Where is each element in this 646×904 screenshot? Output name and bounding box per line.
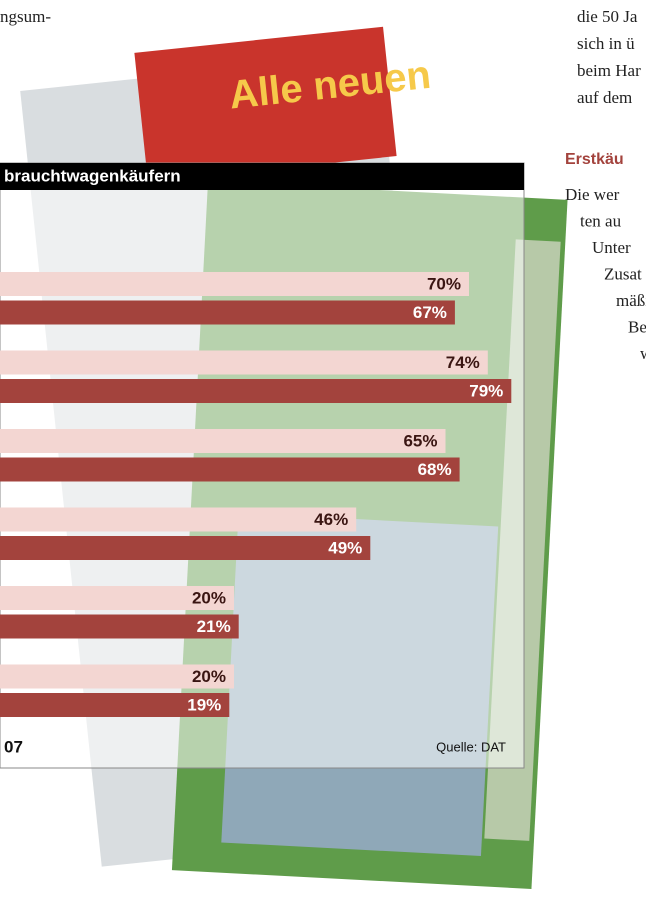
cover-red xyxy=(134,26,397,183)
value-label: 79% xyxy=(469,381,503,400)
chart-title: brauchtwagenkäufern xyxy=(4,166,181,185)
value-label: 74% xyxy=(446,353,480,372)
body-text: ngsum- xyxy=(0,7,51,26)
body-text: die 50 Ja xyxy=(577,7,638,26)
bar xyxy=(0,272,469,296)
bar xyxy=(0,693,230,717)
bar xyxy=(0,614,239,639)
chart-header xyxy=(0,163,524,190)
bar xyxy=(0,536,371,560)
value-label: 70% xyxy=(427,274,461,293)
bar xyxy=(0,429,446,453)
value-label: 65% xyxy=(403,431,437,450)
body-text: Zusat xyxy=(604,264,642,283)
bar xyxy=(0,507,357,532)
value-label: 46% xyxy=(314,510,348,529)
bar xyxy=(0,350,488,375)
body-text: ten au xyxy=(580,211,622,230)
bar xyxy=(0,586,234,610)
bar xyxy=(0,457,460,482)
body-text: beim Har xyxy=(577,61,641,80)
value-label: 67% xyxy=(413,303,447,322)
right-column: die 50 Ja sich in ü beim Har auf dem Erstkäu… xyxy=(565,7,646,363)
value-label: 68% xyxy=(418,460,452,479)
bar xyxy=(0,664,234,689)
body-text: sich in ü xyxy=(577,34,635,53)
bar xyxy=(0,379,512,403)
body-text: mäßi xyxy=(616,291,646,310)
source: Quelle: DAT xyxy=(436,739,506,754)
body-text: Bek xyxy=(628,317,646,336)
body-text: Unter xyxy=(592,238,631,257)
bar xyxy=(0,300,455,325)
value-label: 19% xyxy=(187,695,221,714)
value-label: 21% xyxy=(197,617,231,636)
bars: 70% 74% 65% 46% 20% 20% 67% 79% 68% 49% 21% 19% xyxy=(0,272,512,717)
value-label: 20% xyxy=(192,588,226,607)
footnote: 07 xyxy=(4,737,23,756)
section-heading: Erstkäu xyxy=(565,151,624,168)
body-text: wie xyxy=(640,344,646,363)
body-text: auf dem xyxy=(577,88,632,107)
body-text: Die wer xyxy=(565,185,620,204)
value-label: 20% xyxy=(192,667,226,686)
value-label: 49% xyxy=(328,538,362,557)
